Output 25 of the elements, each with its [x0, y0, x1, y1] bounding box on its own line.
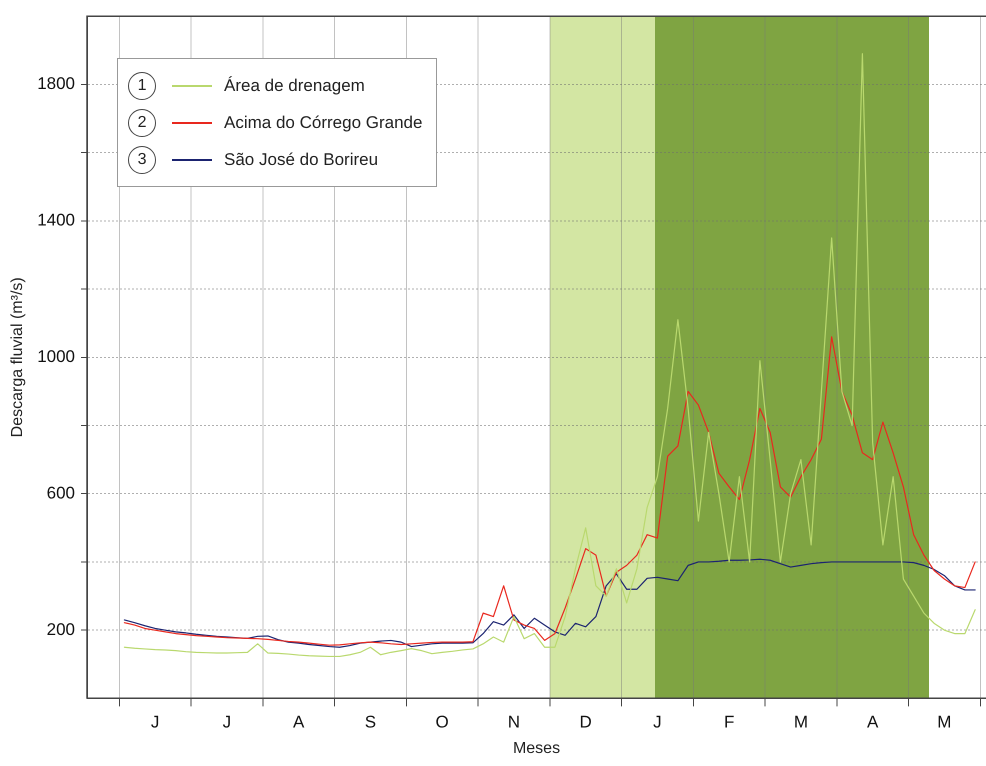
x-tick-label: J — [653, 712, 662, 732]
annotation: 3 — [128, 146, 156, 174]
x-tick-label: J — [150, 712, 160, 732]
x-tick-label: M — [937, 712, 952, 732]
y-tick-label: 1000 — [37, 346, 76, 366]
y-tick-label: 600 — [46, 483, 76, 502]
x-tick-label: M — [794, 712, 808, 732]
x-tick-label: A — [866, 712, 879, 732]
legend-label: Acima do Córrego Grande — [224, 112, 422, 133]
y-tick-label: 1800 — [37, 74, 76, 94]
y-tick-label: 200 — [46, 620, 76, 639]
annotation: 2 — [128, 108, 156, 137]
x-tick-label: J — [222, 712, 232, 732]
x-tick-label: A — [293, 712, 305, 732]
x-tick-label: F — [724, 712, 734, 732]
legend-label: Área de drenagem — [224, 76, 365, 96]
x-tick-label: O — [436, 712, 449, 732]
y-axis-title: Descarga fluvial (m³/s) — [9, 277, 26, 438]
y-tick-label: 1400 — [37, 210, 76, 230]
x-axis-title: Meses — [512, 740, 560, 757]
annotation: 1 — [128, 72, 156, 100]
x-tick-label: S — [364, 712, 376, 732]
x-tick-label: D — [580, 712, 592, 732]
x-tick-label: N — [508, 712, 520, 732]
legend-label: São José do Borireu — [224, 150, 378, 170]
